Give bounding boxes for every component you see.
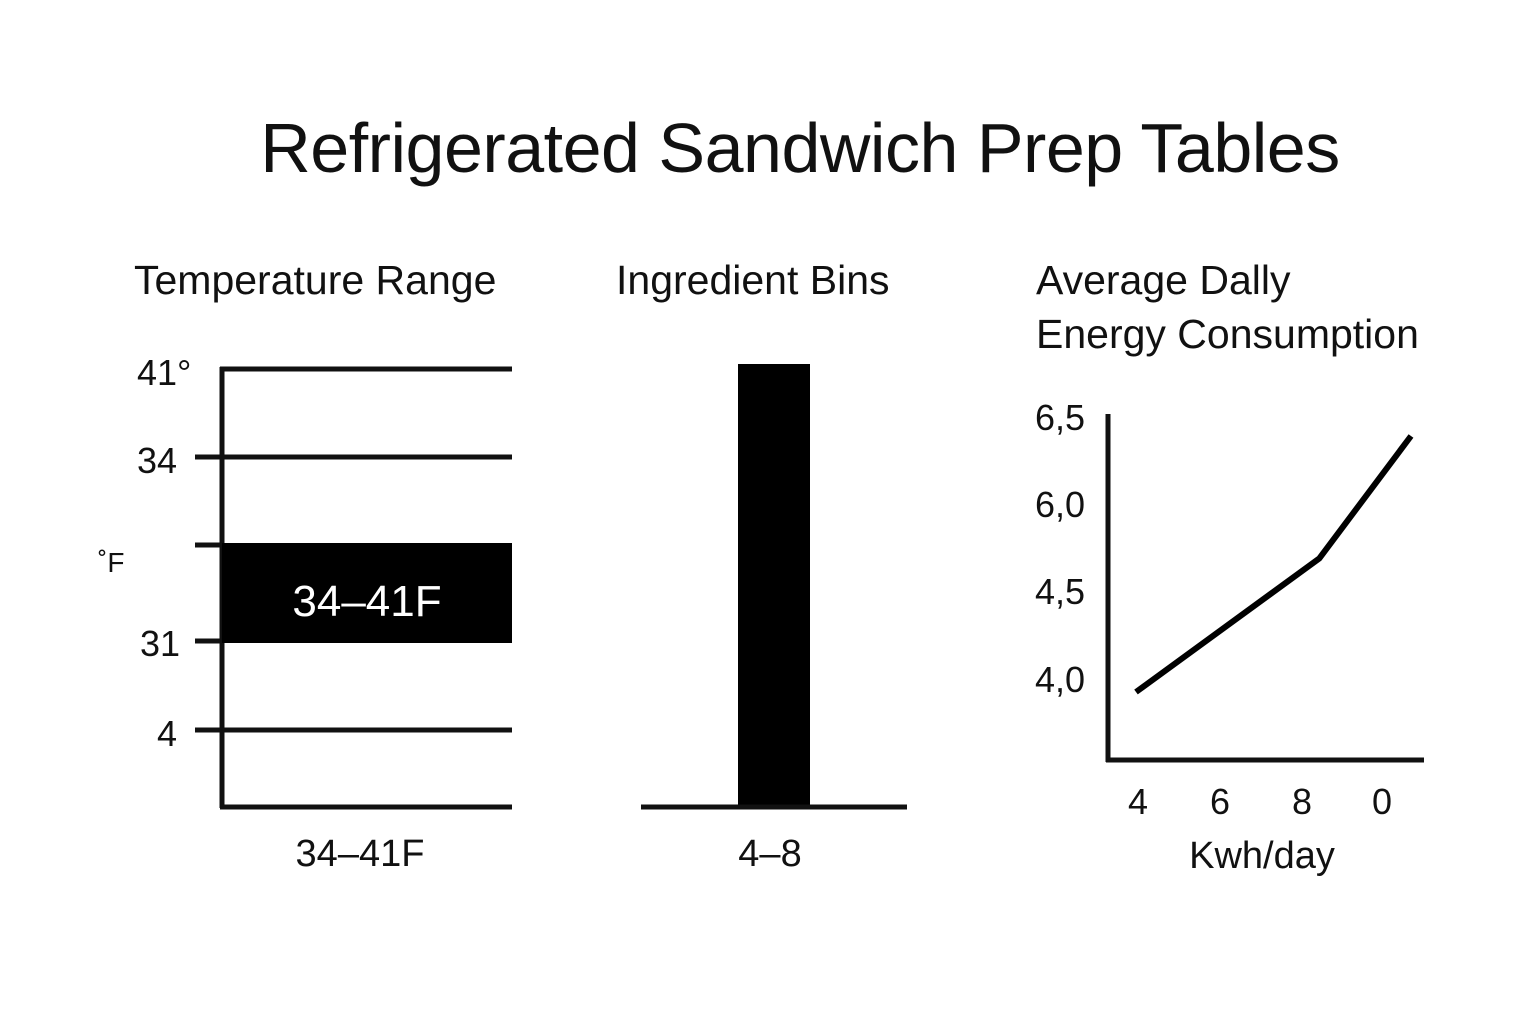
temp-band-label: 34–41F bbox=[292, 577, 441, 626]
temperature-range-title: Temperature Range bbox=[134, 257, 497, 303]
energy-y-tick-4-0: 4,0 bbox=[1035, 659, 1085, 700]
energy-x-tick-0: 0 bbox=[1372, 781, 1392, 822]
bins-bar bbox=[738, 364, 810, 808]
ingredient-bins-title: Ingredient Bins bbox=[616, 257, 890, 303]
energy-consumption-panel: 6,5 6,0 4,5 4,0 4 6 8 0 Kwh/day bbox=[1035, 397, 1424, 877]
energy-title-line-2: Energy Consumption bbox=[1036, 311, 1419, 357]
energy-title-line-1: Average Dally bbox=[1036, 257, 1291, 303]
energy-x-tick-8: 8 bbox=[1292, 781, 1312, 822]
temp-tick-label-31: 31 bbox=[140, 623, 180, 664]
ingredient-bins-panel: 4–8 bbox=[641, 364, 907, 875]
energy-y-tick-4-5: 4,5 bbox=[1035, 571, 1085, 612]
temperature-range-panel: 41° 34 ˚F 31 4 34–41F 34–41F bbox=[98, 352, 512, 875]
energy-series-line bbox=[1134, 434, 1414, 695]
page-title: Refrigerated Sandwich Prep Tables bbox=[260, 109, 1340, 187]
energy-x-tick-6: 6 bbox=[1210, 781, 1230, 822]
energy-x-label: Kwh/day bbox=[1189, 835, 1335, 877]
energy-y-tick-6-5: 6,5 bbox=[1035, 397, 1085, 438]
temp-tick-label-41: 41° bbox=[137, 352, 191, 393]
temp-x-label: 34–41F bbox=[296, 833, 425, 875]
temp-range-band bbox=[222, 543, 512, 643]
energy-consumption-title: Average Dally Energy Consumption bbox=[1036, 253, 1419, 361]
energy-y-tick-6-0: 6,0 bbox=[1035, 484, 1085, 525]
energy-x-tick-4: 4 bbox=[1128, 781, 1148, 822]
bins-x-label: 4–8 bbox=[738, 833, 801, 875]
temp-tick-label-4: 4 bbox=[157, 713, 177, 754]
temp-y-unit-label: ˚F bbox=[98, 547, 124, 578]
temp-tick-label-34: 34 bbox=[137, 440, 177, 481]
